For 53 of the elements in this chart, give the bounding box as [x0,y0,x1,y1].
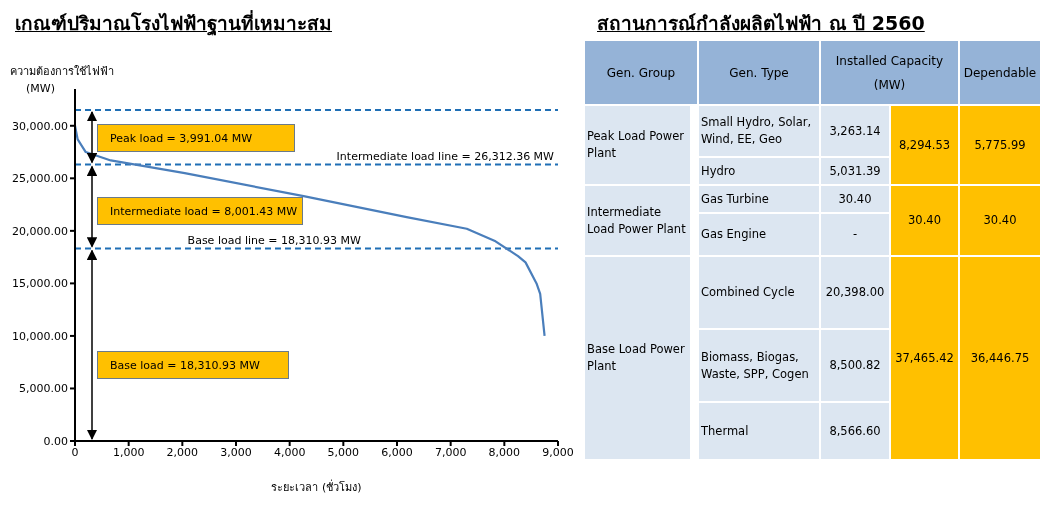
text: 3,263.14 [821,106,889,156]
text: 20,398.00 [821,257,889,328]
x-tick-label: 1,000 [112,445,145,459]
note-box: Intermediate load = 8,001.43 MW [97,197,303,225]
text: Installed Capacity (MW) [821,41,958,104]
text: 36,446.75 [960,257,1040,459]
text: 5,775.99 [960,106,1040,184]
text: Thermal [699,403,819,459]
text: Dependable [960,41,1040,104]
y-axis-title: ความต้องการใช้ไฟฟ้า (MW) [10,64,114,95]
x-tick-label: 6,000 [381,445,413,459]
y-tick-label: 0.00 [43,434,68,448]
text: 30.40 [821,186,889,212]
x-tick-label: 5,000 [327,445,360,459]
y-tick-label: 10,000.00 [12,329,68,343]
text: Gas Engine [699,214,819,255]
x-tick-label: 9,000 [542,445,574,459]
text: 30.40 [960,186,1040,255]
text: 37,465.42 [891,257,958,459]
ref-line-label: Base load line = 18,310.93 MW [187,233,361,247]
text: Base Load Power Plant [585,257,690,459]
text: - [821,214,889,255]
x-tick-label: 7,000 [434,445,467,459]
y-tick-label: 30,000.00 [12,119,68,133]
x-tick-label: 3,000 [220,445,252,459]
text: 8,500.82 [821,330,889,401]
x-tick-label: 8,000 [488,445,521,459]
x-tick-label: 2,000 [166,445,199,459]
x-axis-title: ระยะเวลา (ชั่วโมง) [271,479,362,494]
text: Hydro [699,158,819,184]
text: 8,566.60 [821,403,889,459]
text: 8,294.53 [891,106,958,184]
y-tick-label: 25,000.00 [12,172,68,186]
x-tick-label: 4,000 [273,445,306,459]
text: Combined Cycle [699,257,819,328]
text: Peak Load Power Plant [585,106,690,184]
y-tick-label: 5,000.00 [19,382,68,396]
x-tick-label: 0 [71,445,79,459]
text: Small Hydro, Solar, Wind, EE, Geo [699,106,819,156]
ref-line-label: Intermediate load line = 26,312.36 MW [336,149,555,163]
y-tick-label: 15,000.00 [12,277,68,291]
text: Gen. Type [699,41,819,104]
chart-title: เกณฑ์ปริมาณโรงไฟฟ้าฐานที่เหมาะสม [15,9,332,38]
text: Gen. Group [585,41,697,104]
text: Biomass, Biogas, Waste, SPP, Cogen [699,330,819,401]
text: Gas Turbine [699,186,819,212]
y-tick-label: 20,000.00 [12,224,68,238]
text: สถานการณ์กำลังผลิตไฟฟ้า ณ ปี 2560 [597,11,925,36]
note-box: Peak load = 3,991.04 MW [97,124,295,152]
text: Intermediate Load Power Plant [585,186,690,255]
note-box: Base load = 18,310.93 MW [97,351,289,379]
text: 30.40 [891,186,958,255]
text: 5,031.39 [821,158,889,184]
